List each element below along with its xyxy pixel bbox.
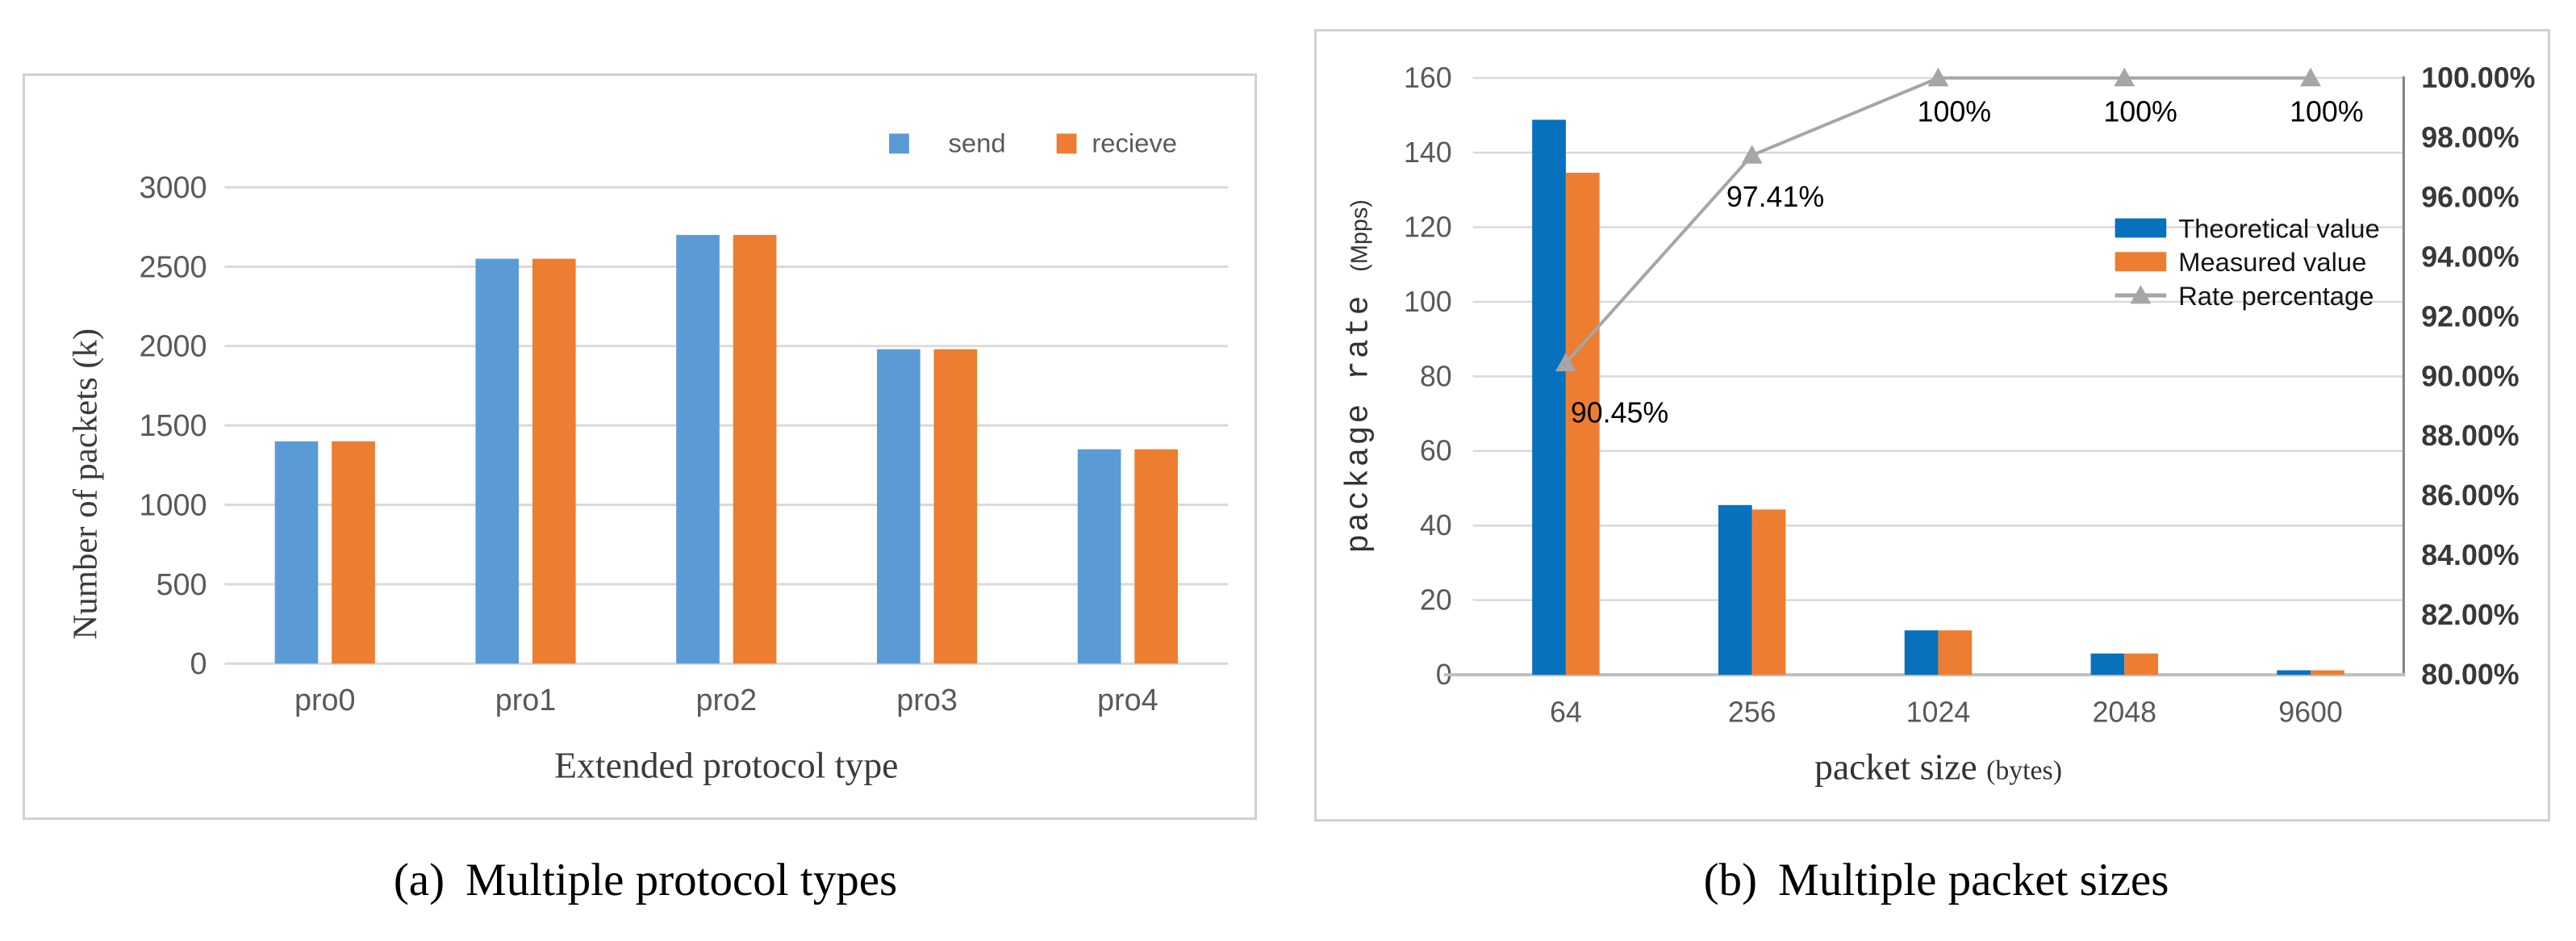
legend-label-send: send: [949, 128, 1006, 157]
x-axis-tick-label: pro3: [896, 683, 958, 717]
y-axis-tick-label: 100: [1404, 286, 1452, 318]
rate-marker-9600: [2300, 67, 2321, 86]
y-axis-tick-label: 160: [1404, 62, 1452, 94]
legend-label-measured-value: Measured value: [2178, 247, 2366, 277]
legend-swatch-measured-value: [2115, 252, 2167, 272]
bar-recieve-pro2: [733, 235, 777, 664]
x-axis-tick-label: 1024: [1906, 696, 1971, 729]
bar-measured-2048: [2124, 653, 2158, 675]
x-axis-tick-label: pro0: [294, 683, 356, 717]
protocol-types-chart: 0 500 1000 1500 2000 2500 3000 pro0 pro1 pro2 pro3…: [66, 128, 1229, 785]
bar-recieve-pro3: [933, 349, 978, 664]
right-axis-tick-label: 100.00%: [2421, 62, 2535, 94]
packet-sizes-chart: 0 20 40 60 80 100 120 140 160 100.00% 98.00% 96.00%…: [1340, 62, 2535, 788]
y-axis-tick-label: 1500: [140, 408, 207, 442]
rate-marker-64: [1555, 352, 1576, 372]
x-axis-title: packet size (bytes): [1814, 746, 2062, 787]
bar-measured-256: [1751, 509, 1786, 675]
y-axis-title: Number of packets (k): [66, 328, 104, 640]
rate-marker-2048: [2114, 67, 2136, 86]
right-axis-tick-label: 84.00%: [2421, 539, 2519, 571]
bar-send-pro1: [475, 258, 520, 664]
right-axis-tick-label: 92.00%: [2421, 300, 2519, 332]
x-axis-title: Extended protocol type: [554, 744, 898, 785]
x-axis-tick-label: 256: [1728, 696, 1776, 729]
y-axis-tick-label: 20: [1420, 584, 1452, 617]
bar-theoretical-64: [1532, 119, 1566, 675]
y-axis-tick-label: 120: [1404, 211, 1452, 243]
caption-a-text: Multiple protocol types: [466, 855, 898, 905]
bar-send-pro3: [876, 349, 921, 664]
legend-label-theoretical-value: Theoretical value: [2178, 213, 2380, 243]
y-axis-tick-label: 0: [190, 646, 207, 680]
y-axis-tick-label: 40: [1420, 509, 1452, 542]
y-axis-tick-label: 1000: [140, 487, 207, 521]
bar-theoretical-2048: [2090, 653, 2125, 675]
rate-marker-256: [1741, 144, 1763, 164]
rate-data-label-1024: 100%: [1918, 95, 1991, 128]
right-axis-tick-label: 94.00%: [2421, 240, 2519, 273]
caption-a: (a) Multiple protocol types: [202, 854, 1089, 906]
y-axis-tick-label: 3000: [140, 170, 207, 204]
legend-swatch-recieve: [1056, 133, 1077, 154]
rate-data-label-64: 90.45%: [1571, 396, 1668, 429]
bar-theoretical-256: [1718, 504, 1752, 675]
bar-measured-64: [1565, 173, 1600, 675]
x-axis-tick-label: pro1: [495, 683, 557, 717]
bar-recieve-pro4: [1134, 449, 1178, 664]
bar-send-pro0: [274, 441, 319, 664]
x-axis-tick-label: pro2: [696, 683, 758, 717]
legend-label-rate-percentage: Rate percentage: [2178, 281, 2374, 311]
y-axis-tick-label: 80: [1420, 360, 1452, 392]
y-axis-title: package rate (Mpps): [1340, 199, 1376, 554]
bar-theoretical-1024: [1904, 630, 1939, 675]
legend-label-recieve: recieve: [1092, 128, 1177, 157]
y-axis-tick-label: 60: [1420, 435, 1452, 467]
right-axis-tick-label: 88.00%: [2421, 420, 2519, 452]
right-axis-tick-label: 98.00%: [2421, 122, 2519, 154]
y-axis-tick-label: 140: [1404, 136, 1452, 169]
rate-data-label-9600: 100%: [2290, 95, 2363, 128]
bar-send-pro2: [676, 235, 720, 664]
bar-send-pro4: [1077, 449, 1121, 664]
x-axis-tick-label: pro4: [1097, 683, 1159, 717]
bar-measured-1024: [1938, 630, 1973, 675]
y-axis-tick-label: 2000: [140, 329, 207, 363]
bar-measured-9600: [2311, 670, 2344, 675]
rate-data-label-256: 97.41%: [1726, 181, 1824, 213]
right-axis-tick-label: 90.00%: [2421, 360, 2519, 392]
right-axis-tick-label: 80.00%: [2421, 659, 2519, 691]
right-axis-tick-label: 96.00%: [2421, 181, 2519, 213]
rate-marker-1024: [1927, 67, 1949, 86]
bar-theoretical-9600: [2277, 670, 2311, 675]
right-axis-tick-label: 82.00%: [2421, 599, 2519, 631]
x-axis-tick-label: 64: [1550, 696, 1582, 729]
y-axis-tick-label: 2500: [140, 249, 207, 283]
caption-a-tag: (a): [393, 855, 445, 905]
caption-b: (b) Multiple packet sizes: [1493, 854, 2380, 906]
right-axis-tick-label: 86.00%: [2421, 479, 2519, 512]
y-axis-tick-label: 0: [1436, 659, 1452, 691]
legend-swatch-send: [888, 133, 909, 154]
bar-recieve-pro0: [332, 441, 375, 664]
chart-panel-multiple-protocol-types: 0 500 1000 1500 2000 2500 3000 pro0 pro1 pro2 pro3…: [23, 73, 1257, 820]
bar-recieve-pro1: [532, 258, 576, 664]
legend-marker-rate-percentage: [2130, 285, 2152, 304]
rate-data-label-2048: 100%: [2103, 95, 2177, 128]
legend-swatch-theoretical-value: [2115, 218, 2167, 238]
x-axis-tick-label: 2048: [2092, 696, 2156, 729]
caption-b-tag: (b): [1703, 855, 1758, 905]
y-axis-tick-label: 500: [157, 567, 207, 601]
x-axis-tick-label: 9600: [2278, 696, 2343, 729]
caption-b-text: Multiple packet sizes: [1778, 855, 2169, 905]
chart-panel-multiple-packet-sizes: 0 20 40 60 80 100 120 140 160 100.00% 98.00% 96.00%…: [1314, 29, 2550, 822]
